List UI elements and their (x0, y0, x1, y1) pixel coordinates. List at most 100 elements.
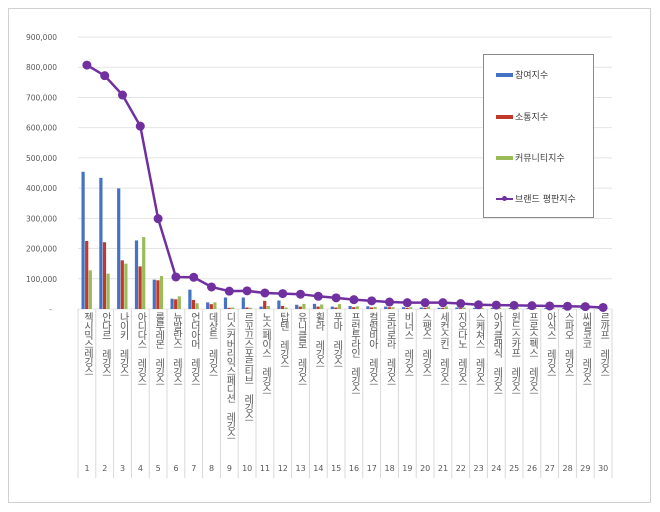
bar-2-15 (334, 307, 338, 309)
bar-2-6 (174, 299, 178, 309)
category-label: 노스페이스 레깅스 (259, 312, 271, 394)
line-point-7 (189, 272, 199, 282)
bar-2-17 (369, 307, 374, 309)
line-point-29 (580, 302, 590, 312)
bar-3-8 (213, 302, 217, 309)
legend-item-communication: 소통지수 (496, 110, 548, 123)
line-point-5 (153, 214, 163, 224)
line-point-16 (349, 295, 359, 305)
line-point-28 (563, 301, 572, 311)
line-point-3 (118, 90, 127, 100)
bar-1-14 (312, 303, 317, 309)
bar-1-26 (526, 308, 530, 309)
bar-2-9 (227, 307, 231, 309)
bar-2-19 (405, 307, 409, 309)
bar-3-10 (248, 307, 253, 309)
bar-2-22 (458, 308, 463, 309)
category-label: 데상트 레깅스 (206, 312, 218, 376)
category-label: 프로스펙스 레깅스 (526, 312, 538, 394)
bar-1-2 (99, 177, 103, 309)
line-point-18 (385, 297, 394, 307)
bar-1-25 (508, 308, 512, 309)
category-label: 씨엘코코 레깅스 (579, 312, 591, 385)
rank-label: 16 (348, 464, 360, 473)
category-label: 뉴발란스 레깅스 (170, 312, 182, 385)
bar-1-9 (223, 297, 228, 309)
rank-label: 29 (580, 464, 591, 473)
category-label: 윈드스카프 레깅스 (508, 312, 520, 394)
bar-3-21 (444, 306, 448, 309)
category-label: 스파오 레깅스 (562, 312, 574, 376)
line-point-14 (313, 291, 323, 301)
rank-label: 12 (277, 464, 288, 473)
bar-2-16 (352, 307, 356, 309)
bar-3-22 (462, 307, 466, 309)
category-label: 탑텐 레깅스 (277, 312, 289, 367)
bar-1-11 (259, 306, 263, 309)
bar-3-3 (124, 263, 128, 309)
category-label: 세컨스킨 레깅스 (437, 312, 449, 385)
legend-item-community: 커뮤니티지수 (496, 151, 565, 164)
rank-label: 22 (455, 464, 466, 473)
y-tick-label: 500,000 (26, 154, 57, 163)
bar-3-19 (409, 307, 413, 309)
bar-3-16 (355, 306, 359, 309)
bar-3-7 (195, 303, 199, 309)
rank-label: 4 (137, 464, 143, 473)
line-point-27 (545, 301, 555, 311)
bar-1-18 (384, 306, 388, 309)
bar-1-15 (330, 306, 334, 309)
category-label: 젝시믹스레깅스 (81, 312, 93, 375)
rank-label: 15 (331, 464, 342, 473)
legend-label: 소통지수 (515, 113, 549, 123)
line-point-21 (438, 298, 448, 308)
category-label: 스팽스 레깅스 (419, 312, 431, 376)
line-point-22 (456, 299, 466, 309)
bar-1-17 (366, 306, 370, 309)
bar-2-5 (156, 280, 160, 309)
rank-label: 23 (473, 464, 484, 473)
bar-2-2 (102, 242, 107, 309)
rank-label: 17 (366, 464, 377, 473)
legend-item-participation: 참여지수 (496, 68, 548, 81)
bar-1-24 (490, 307, 495, 309)
rank-label: 6 (173, 464, 179, 473)
bar-1-27 (544, 308, 548, 309)
category-label: 휠라 레깅스 (312, 312, 324, 367)
legend-label: 브랜드 평판지수 (515, 195, 576, 205)
category-label: 르꼬끄스포르티브 레깅스 (241, 312, 253, 421)
bar-1-10 (241, 297, 245, 309)
bar-3-2 (106, 273, 110, 309)
bar-1-13 (295, 304, 299, 309)
rank-label: 7 (191, 464, 197, 473)
bar-3-14 (320, 304, 324, 309)
line-point-24 (491, 300, 501, 310)
bar-2-13 (298, 306, 302, 309)
line-point-11 (260, 288, 270, 298)
category-label: 언더아머 레깅스 (188, 312, 200, 385)
line-point-8 (207, 282, 216, 292)
bar-2-8 (209, 304, 213, 309)
bar-3-1 (88, 270, 92, 309)
rank-label: 19 (402, 464, 413, 473)
bar-1-7 (188, 289, 192, 309)
rank-label: 9 (226, 464, 232, 473)
category-label: 스케쳐스 레깅스 (473, 312, 485, 385)
bar-1-4 (134, 240, 139, 309)
bar-3-20 (426, 306, 431, 309)
rank-label: 13 (295, 464, 306, 473)
bar-3-12 (284, 307, 288, 309)
bar-1-19 (401, 307, 406, 309)
rank-label: 26 (526, 464, 538, 473)
bar-3-23 (480, 307, 484, 309)
legend-label: 커뮤니티지수 (515, 154, 565, 164)
category-label: 아식스 레깅스 (544, 312, 556, 376)
bar-2-14 (316, 306, 320, 309)
line-point-20 (420, 298, 430, 308)
rank-label: 28 (562, 464, 573, 473)
rank-label: 30 (598, 464, 609, 473)
category-label: 로라로라 레깅스 (384, 312, 396, 385)
bar-1-12 (277, 300, 281, 309)
line-point-6 (171, 272, 181, 282)
bar-3-13 (302, 303, 306, 309)
